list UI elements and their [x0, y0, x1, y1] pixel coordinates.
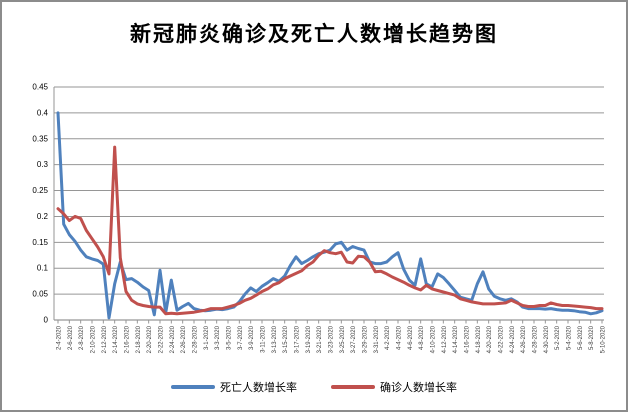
x-axis-label: 5-8-2020: [589, 325, 595, 350]
y-axis-label: 0.05: [32, 290, 48, 299]
x-axis-label: 3-3-2020: [215, 325, 221, 350]
x-axis-label: 4-26-2020: [521, 325, 527, 353]
legend-line-deaths: [171, 385, 215, 389]
x-axis-label: 2-6-2020: [68, 325, 74, 350]
x-axis-label: 3-25-2020: [340, 325, 346, 353]
legend-label-deaths: 死亡人数增长率: [220, 382, 297, 394]
x-axis-label: 3-7-2020: [238, 325, 244, 350]
x-axis-label: 5-6-2020: [578, 325, 584, 350]
legend-line-confirmed: [331, 385, 375, 389]
x-axis-label: 5-2-2020: [555, 325, 561, 350]
x-axis-label: 3-11-2020: [261, 325, 267, 353]
y-axis-label: 0.25: [32, 186, 48, 195]
x-axis-label: 3-5-2020: [227, 325, 233, 350]
legend-item-confirmed: 确诊人数增长率: [331, 379, 457, 395]
x-axis-label: 3-13-2020: [272, 325, 278, 353]
x-axis-label: 2-14-2020: [113, 325, 119, 353]
x-axis-label: 4-18-2020: [476, 325, 482, 353]
x-axis-label: 4-2-2020: [385, 325, 391, 350]
x-axis-label: 4-8-2020: [419, 325, 425, 350]
y-axis-label: 0.1: [37, 264, 49, 273]
y-axis-label: 0.15: [32, 238, 48, 247]
series-line-confirmed: [56, 145, 604, 316]
x-axis-label: 3-15-2020: [283, 325, 289, 353]
y-axis-label: 0.35: [32, 134, 48, 143]
x-axis-label: 2-10-2020: [91, 325, 97, 353]
x-axis-label: 2-24-2020: [170, 325, 176, 353]
y-axis-label: 0.45: [32, 83, 48, 92]
x-axis-label: 2-20-2020: [147, 325, 153, 353]
x-axis-label: 5-4-2020: [567, 325, 573, 350]
x-axis-label: 4-10-2020: [431, 325, 437, 353]
legend: 死亡人数增长率 确诊人数增长率: [2, 379, 626, 395]
x-axis-label: 4-24-2020: [510, 325, 516, 353]
legend-item-deaths: 死亡人数增长率: [171, 379, 297, 395]
x-axis-label: 2-28-2020: [193, 325, 199, 353]
x-axis-label: 3-27-2020: [351, 325, 357, 353]
x-axis-label: 4-6-2020: [408, 325, 414, 350]
y-axis-label: 0.2: [37, 212, 49, 221]
x-axis-label: 4-30-2020: [544, 325, 550, 353]
x-axis-label: 2-16-2020: [125, 325, 131, 353]
x-axis-label: 3-31-2020: [374, 325, 380, 353]
x-axis-label: 4-16-2020: [465, 325, 471, 353]
legend-label-confirmed: 确诊人数增长率: [380, 382, 457, 394]
chart-title: 新冠肺炎确诊及死亡人数增长趋势图: [130, 22, 498, 46]
x-axis-label: 2-4-2020: [57, 325, 63, 350]
y-axis-label: 0.4: [37, 108, 49, 117]
x-axis-label: 4-28-2020: [533, 325, 539, 353]
x-axis-label: 4-12-2020: [442, 325, 448, 353]
x-axis-label: 3-21-2020: [317, 325, 323, 353]
x-axis-label: 4-22-2020: [499, 325, 505, 353]
x-axis-label: 2-22-2020: [159, 325, 165, 353]
x-axis-label: 3-9-2020: [249, 325, 255, 350]
x-axis-label: 4-14-2020: [453, 325, 459, 353]
y-axis-label: 0.3: [37, 160, 49, 169]
x-axis-label: 2-8-2020: [79, 325, 85, 350]
x-axis-label: 2-26-2020: [181, 325, 187, 353]
x-axis-label: 3-19-2020: [306, 325, 312, 353]
x-axis-label: 3-17-2020: [295, 325, 301, 353]
y-axis-label: 0: [44, 316, 49, 325]
x-axis-label: 2-12-2020: [102, 325, 108, 353]
x-axis-label: 3-1-2020: [204, 325, 210, 350]
x-axis-label: 3-29-2020: [363, 325, 369, 353]
series-line-deaths: [56, 111, 604, 320]
x-axis-label: 3-23-2020: [329, 325, 335, 353]
x-axis-label: 4-4-2020: [397, 325, 403, 350]
x-axis-label: 2-18-2020: [136, 325, 142, 353]
x-axis-label: 5-10-2020: [601, 325, 607, 353]
x-axis-label: 4-20-2020: [487, 325, 493, 353]
